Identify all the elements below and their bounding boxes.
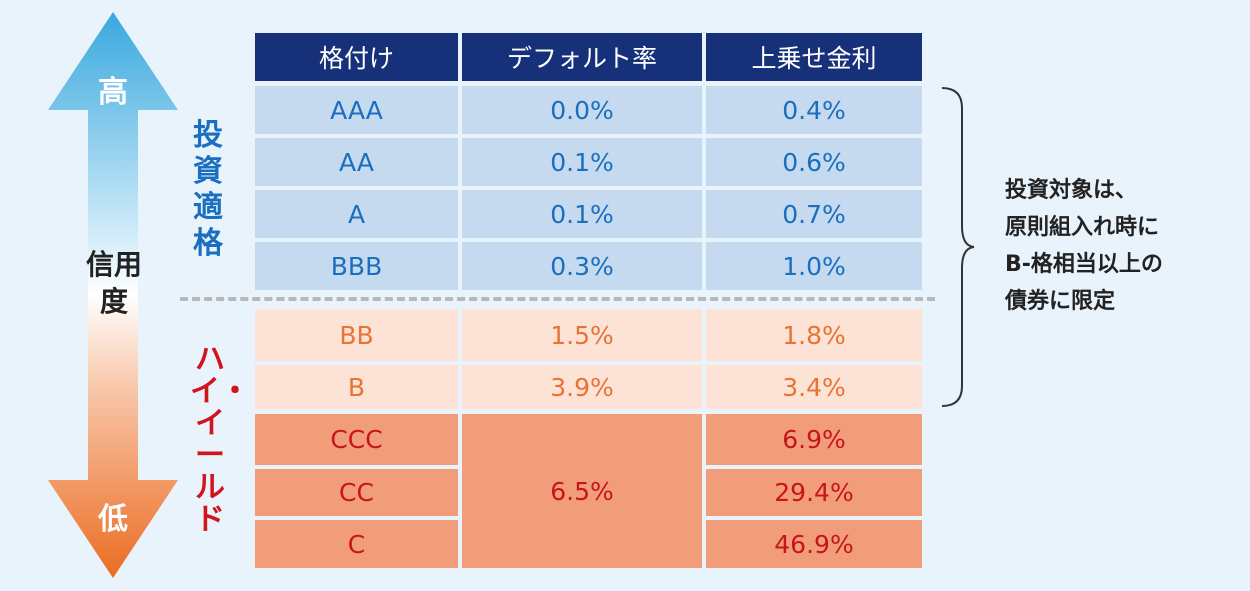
default-rate-b: 3.9% [462,365,702,409]
note-line: 債券に限定 [1005,289,1116,314]
spread-bbb: 1.0% [706,242,922,290]
rating-bbb: BBB [255,242,458,290]
rating-aaa: AAA [255,86,458,134]
rating-bb: BB [255,309,458,361]
credit-arrow [48,12,178,578]
credit-label: 信用度 [85,248,142,318]
investment-grade-label: 投資適格 [193,118,223,261]
note-line: 原則組入れ時に [1005,215,1160,240]
high-yield-label: ハイ・イールド [190,342,250,537]
header-rating: 格付け [255,33,458,81]
default-rate-aa: 0.1% [462,138,702,186]
default-rate-bb: 1.5% [462,309,702,361]
note-line: 投資対象は、 [1005,178,1138,203]
spread-ccc: 6.9% [706,414,922,465]
spread-a: 0.7% [706,190,922,238]
spread-cc: 29.4% [706,469,922,516]
default-rate-bbb: 0.3% [462,242,702,290]
default-rate-aaa: 0.0% [462,86,702,134]
default-rate-ccc-c-merged: 6.5% [462,414,702,568]
default-rate-a: 0.1% [462,190,702,238]
rating-aa: AA [255,138,458,186]
rating-ccc: CCC [255,414,458,465]
rating-c: C [255,520,458,568]
header-spread: 上乗せ金利 [706,33,922,81]
grade-divider [180,297,935,301]
spread-b: 3.4% [706,365,922,409]
investment-note: 投資対象は、 原則組入れ時に B-格相当以上の 債券に限定 [1005,172,1245,320]
rating-b: B [255,365,458,409]
rating-a: A [255,190,458,238]
rating-cc: CC [255,469,458,516]
arrow-top-label: 高 [98,75,128,110]
header-default-rate: デフォルト率 [462,33,702,81]
spread-bb: 1.8% [706,309,922,361]
arrow-bottom-label: 低 [98,502,128,537]
spread-aa: 0.6% [706,138,922,186]
note-line: B-格相当以上の [1005,252,1163,277]
spread-c: 46.9% [706,520,922,568]
bracket-brace [941,87,975,407]
spread-aaa: 0.4% [706,86,922,134]
